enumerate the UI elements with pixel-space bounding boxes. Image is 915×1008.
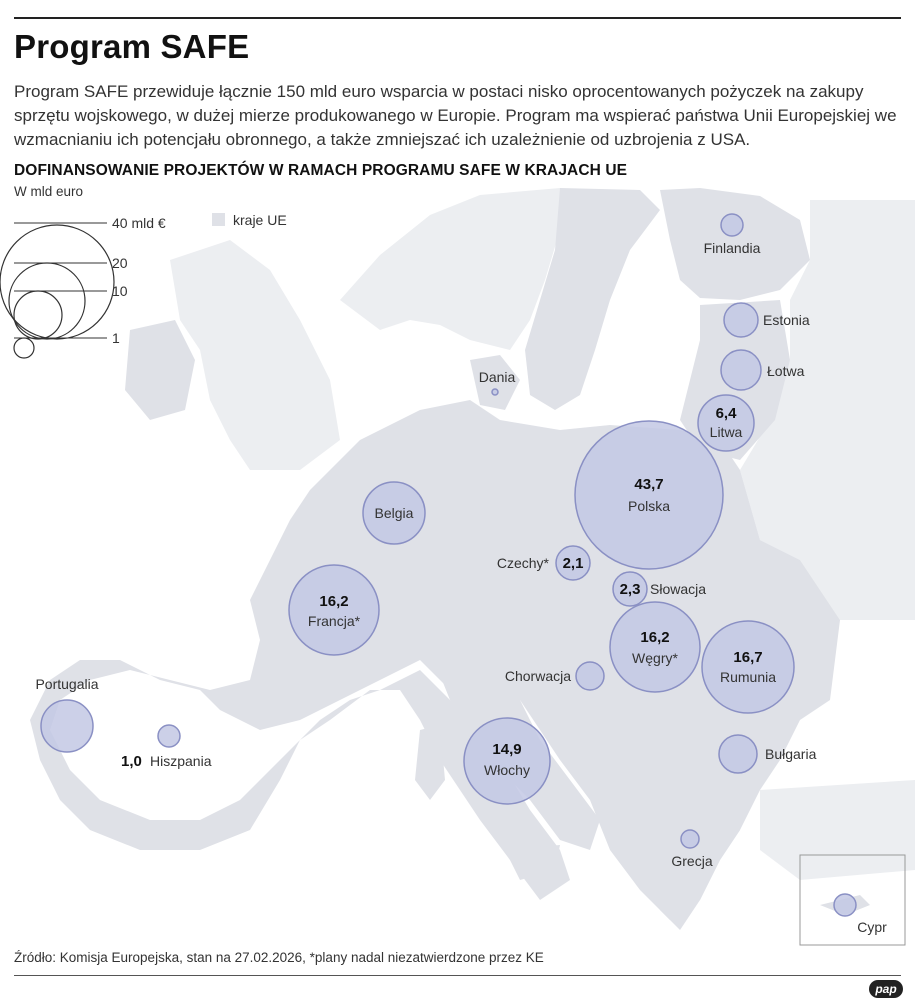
label-estonia: Estonia xyxy=(763,312,810,328)
labels: Finlandia Estonia Łotwa 6,4 Litwa Dania … xyxy=(35,240,887,935)
value-hiszpania: 1,0 xyxy=(121,753,142,770)
land-scandinavia xyxy=(340,188,590,350)
label-lotwa: Łotwa xyxy=(767,363,805,379)
label-hiszpania: Hiszpania xyxy=(150,753,212,769)
label-wegry: Węgry* xyxy=(632,650,678,666)
bubble-polska xyxy=(574,420,724,570)
bubble-slowacja xyxy=(612,571,648,607)
source-note: Źródło: Komisja Europejska, stan na 27.0… xyxy=(14,950,544,965)
top-rule xyxy=(14,17,901,19)
legend-size-scale: 40 mld € 20 10 1 xyxy=(0,215,166,359)
pap-logo: pap xyxy=(869,980,903,998)
legend-label-10: 10 xyxy=(112,283,128,299)
land-layer xyxy=(30,188,915,930)
label-portugalia: Portugalia xyxy=(35,676,98,692)
bubble-hiszpania xyxy=(157,724,181,748)
label-francja: Francja* xyxy=(308,613,361,629)
land-sardinia xyxy=(415,725,445,800)
label-rumunia: Rumunia xyxy=(720,669,776,685)
land-ireland xyxy=(125,320,195,420)
land-turkey xyxy=(760,780,915,880)
legend-circle-1 xyxy=(13,337,35,359)
unit-label: W mld euro xyxy=(14,184,84,199)
land-denmark xyxy=(470,355,520,410)
intro-text: Program SAFE przewiduje łącznie 150 mld … xyxy=(14,82,897,149)
value-francja: 16,2 xyxy=(319,593,348,610)
land-uk xyxy=(170,240,340,470)
label-finlandia: Finlandia xyxy=(704,240,761,256)
label-wlochy: Włochy xyxy=(484,762,530,778)
land-sicily xyxy=(505,845,560,880)
legend-label-20: 20 xyxy=(112,255,128,271)
label-litwa: Litwa xyxy=(710,424,743,440)
label-slowacja: Słowacja xyxy=(650,581,706,597)
label-polska: Polska xyxy=(628,498,670,514)
bubble-wlochy xyxy=(463,717,551,805)
legend-label-1: 1 xyxy=(112,330,120,346)
legend-eu-swatch xyxy=(212,213,225,226)
bubble-chorwacja xyxy=(575,661,605,691)
bubble-finlandia xyxy=(720,213,744,237)
value-rumunia: 16,7 xyxy=(733,649,762,666)
label-belgia: Belgia xyxy=(375,505,414,521)
land-greece xyxy=(640,790,740,930)
bubbles xyxy=(40,213,857,917)
bubble-czechy xyxy=(555,545,591,581)
bubble-wegry xyxy=(609,601,701,693)
bubble-belgia xyxy=(362,481,426,545)
value-polska: 43,7 xyxy=(634,476,663,493)
legend-circle-20 xyxy=(8,262,86,340)
label-bulgaria: Bułgaria xyxy=(765,746,817,762)
footer-rule xyxy=(14,975,901,976)
label-dania: Dania xyxy=(479,369,516,385)
map-subtitle: DOFINANSOWANIE PROJEKTÓW W RAMACH PROGRA… xyxy=(14,162,628,179)
bubble-bulgaria xyxy=(718,734,758,774)
bubble-litwa xyxy=(697,394,755,452)
land-east xyxy=(740,200,915,620)
inset-frame xyxy=(799,854,906,946)
value-czechy: 2,1 xyxy=(563,555,584,572)
page-title: Program SAFE xyxy=(14,28,250,65)
legend-circle-40 xyxy=(0,224,115,340)
legend-circle-10 xyxy=(13,290,63,340)
bubble-francja xyxy=(288,564,380,656)
bubble-estonia xyxy=(723,302,759,338)
value-slowacja: 2,3 xyxy=(620,581,641,598)
label-cypr: Cypr xyxy=(857,919,887,935)
bubble-dania xyxy=(491,388,499,396)
label-grecja: Grecja xyxy=(671,853,712,869)
bubble-cypr xyxy=(833,893,857,917)
bubble-rumunia xyxy=(701,620,795,714)
land-sweden xyxy=(525,188,660,410)
value-litwa: 6,4 xyxy=(716,405,738,422)
value-wlochy: 14,9 xyxy=(492,741,521,758)
legend-eu-label: kraje UE xyxy=(233,212,287,228)
bubble-lotwa xyxy=(720,349,762,391)
bubble-grecja xyxy=(680,829,700,849)
legend-label-40: 40 mld € xyxy=(112,215,166,231)
label-czechy: Czechy* xyxy=(497,555,550,571)
bubble-portugalia xyxy=(40,699,94,753)
legend: 40 mld € 20 10 1 kraje UE xyxy=(0,212,287,359)
land-finland xyxy=(660,188,810,300)
label-chorwacja: Chorwacja xyxy=(505,668,571,684)
value-wegry: 16,2 xyxy=(640,629,669,646)
